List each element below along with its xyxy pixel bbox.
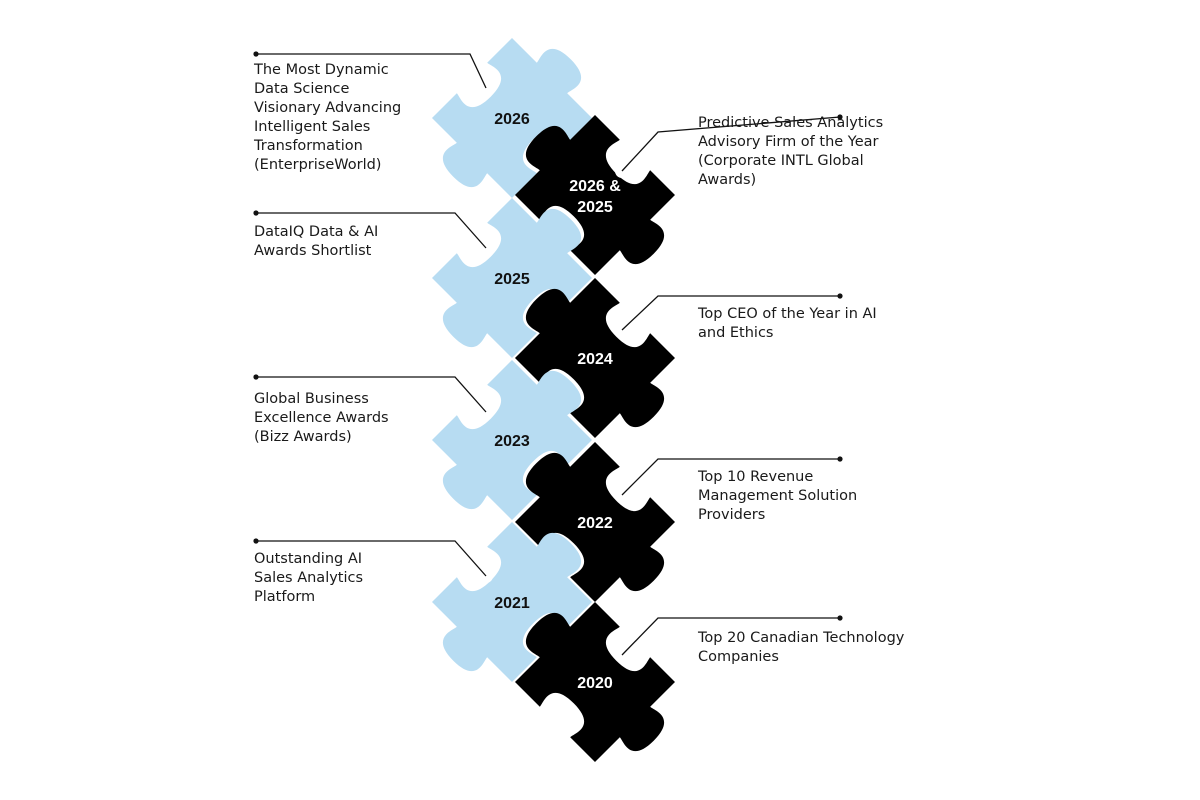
award-2026-description: The Most Dynamic Data Science Visionary …	[254, 62, 402, 173]
year-labels: 2026 2026 & 2025 2025 2024 2023 2022 2021 2020	[494, 111, 621, 692]
award-2026-2025-description: Predictive Sales Analytics Advisory Firm…	[698, 115, 884, 188]
connector-dot	[837, 615, 843, 621]
connector-line	[621, 617, 840, 656]
award-2022-description: Top 10 Revenue Management Solution Provi…	[698, 469, 858, 523]
year-label: 2024	[577, 351, 613, 368]
connector-line	[256, 212, 487, 249]
connector-dot	[253, 210, 259, 216]
award-2021-description: Outstanding AI Sales Analytics Platform	[254, 551, 364, 605]
connector-line	[621, 295, 840, 331]
puzzle-piece-2020	[515, 602, 675, 762]
connector-dot	[253, 51, 259, 57]
puzzle-piece-2026	[432, 38, 592, 198]
connector-dot	[837, 293, 843, 299]
award-2025-description: DataIQ Data & AI Awards Shortlist	[254, 224, 379, 259]
year-label: 2025	[494, 271, 530, 288]
year-label: 2022	[577, 515, 613, 532]
connector-lines	[253, 51, 843, 662]
connector-line	[621, 458, 840, 496]
puzzle-pieces	[432, 38, 675, 762]
award-2024-description: Top CEO of the Year in AI and Ethics	[698, 306, 877, 341]
puzzle-piece-2025	[432, 198, 592, 358]
connector-line	[256, 376, 487, 413]
puzzle-piece-2021	[432, 522, 592, 682]
puzzle-piece-2022	[515, 442, 675, 602]
year-label: 2026	[494, 111, 530, 128]
award-2023-description: Global Business Excellence Awards (Bizz …	[254, 391, 389, 445]
year-label: 2020	[577, 675, 613, 692]
connector-line	[256, 53, 487, 89]
year-label: 2023	[494, 433, 530, 450]
connector-dot	[253, 374, 259, 380]
year-label: 2021	[494, 595, 530, 612]
connector-dot	[837, 114, 843, 120]
connector-dot	[253, 538, 259, 544]
connector-line	[621, 116, 841, 172]
connector-line	[256, 540, 487, 577]
award-2020-description: Top 20 Canadian Technology Companies	[698, 630, 905, 665]
connector-dot	[837, 456, 843, 462]
year-label: 2026 & 2025	[569, 178, 621, 216]
puzzle-piece-2024	[515, 278, 675, 438]
puzzle-piece-2023	[432, 360, 592, 520]
puzzle-piece-2026-2025	[515, 115, 675, 275]
